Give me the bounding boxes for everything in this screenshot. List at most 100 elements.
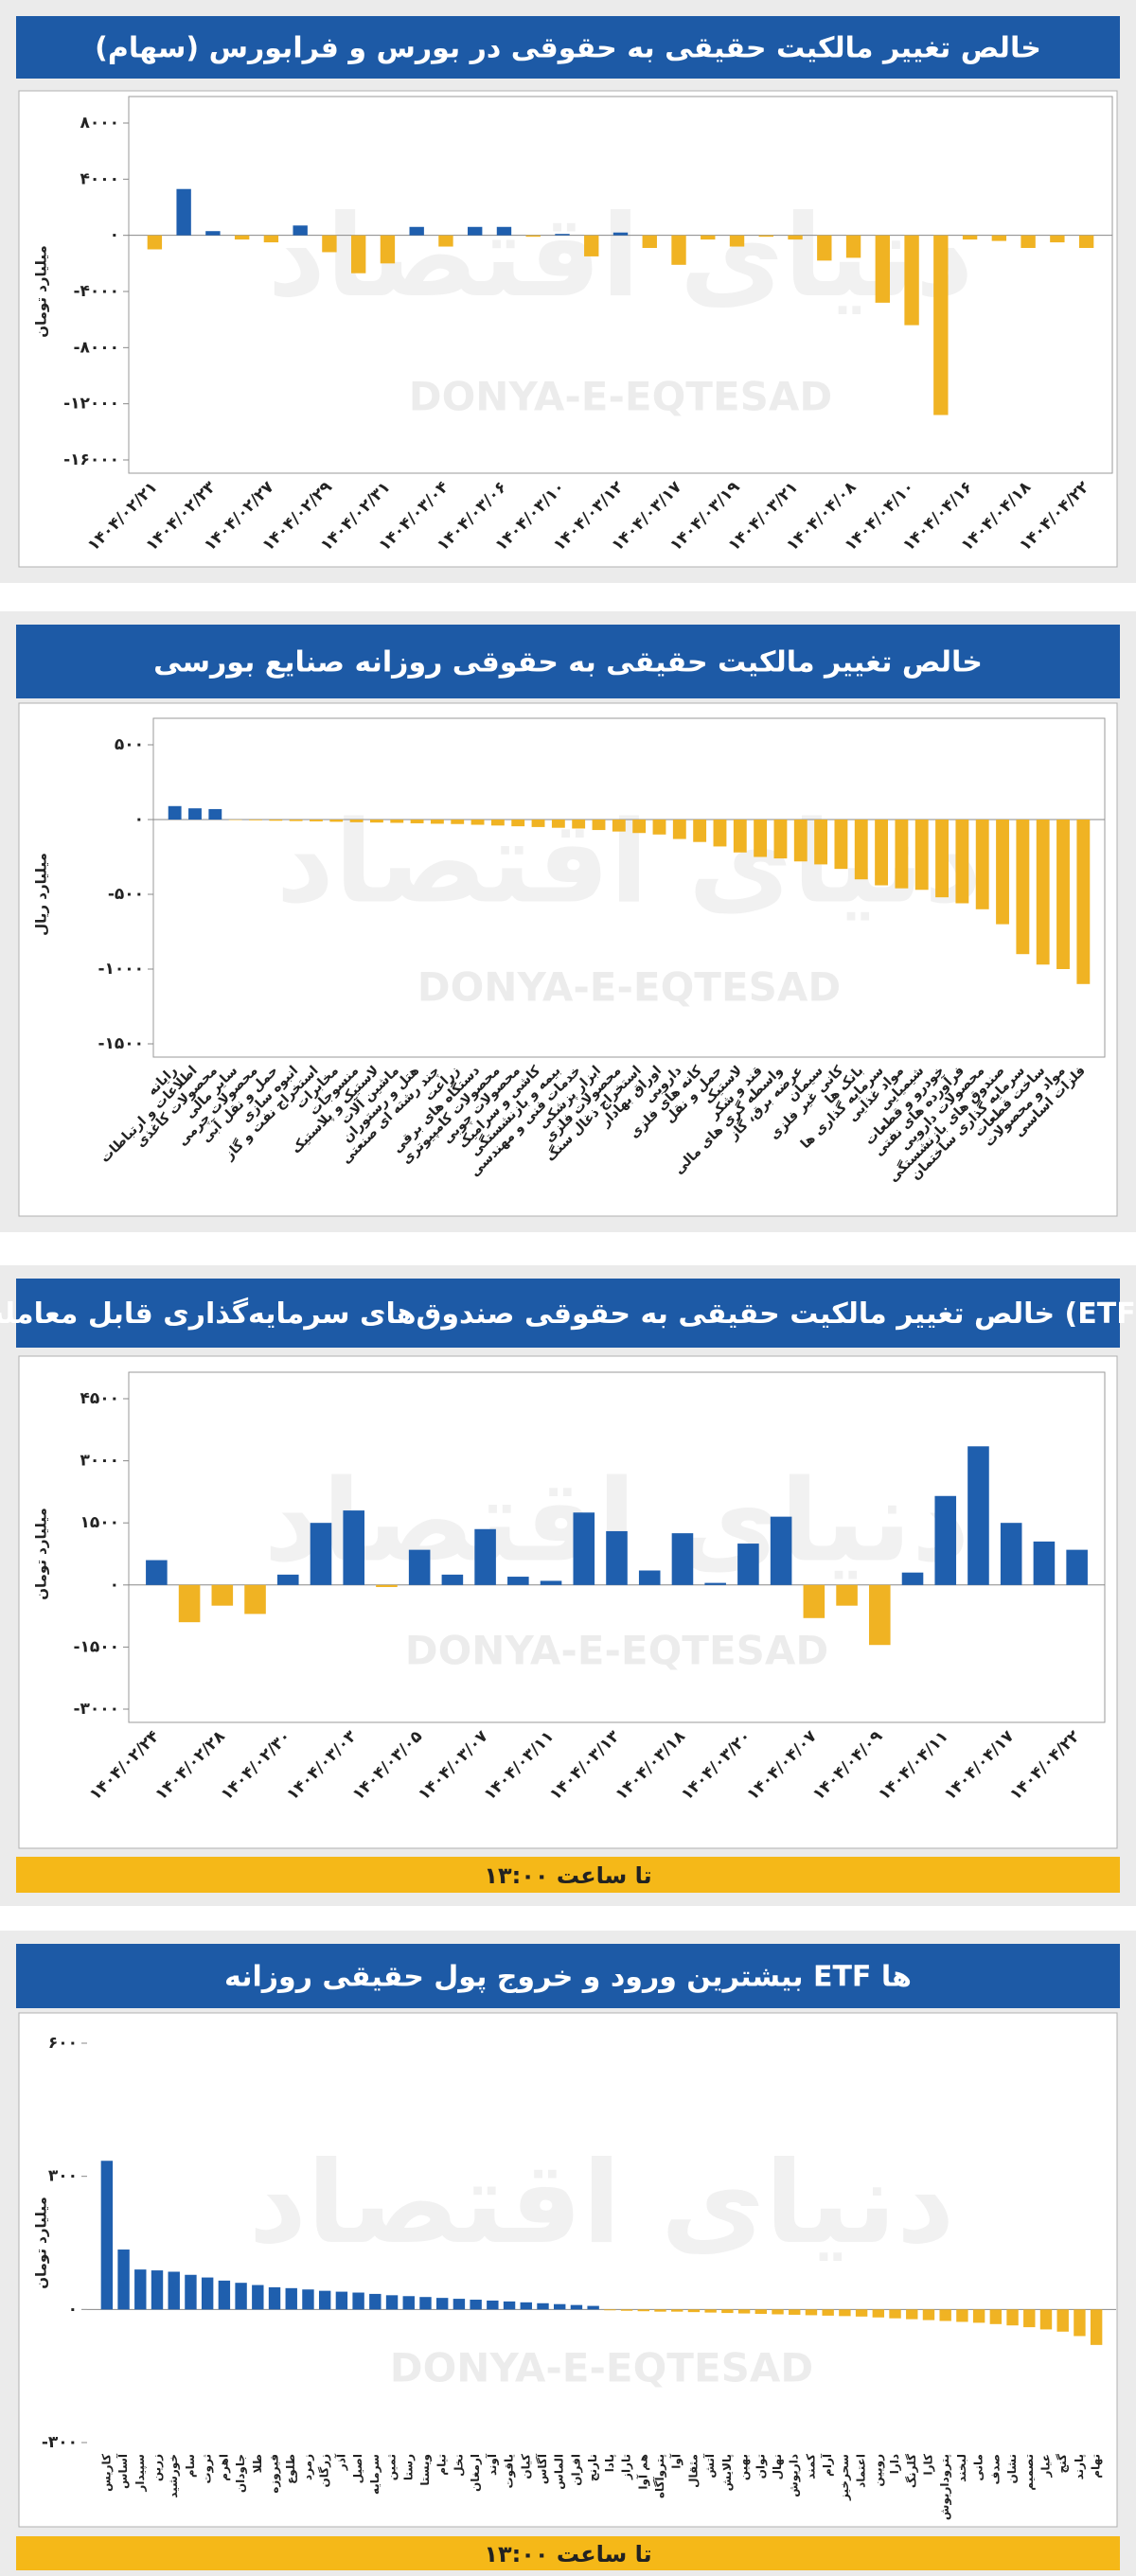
bar	[352, 2292, 364, 2310]
bar	[1050, 235, 1065, 243]
bar	[350, 235, 366, 273]
x-tick-label: داریوش	[788, 2454, 802, 2497]
bar	[956, 2309, 968, 2322]
x-tick-label: الماس	[553, 2454, 566, 2490]
chart-title: بیشترین ورود و خروج پول حقیقی روزانه ETF…	[224, 1961, 912, 1994]
bar	[474, 1528, 496, 1585]
bar	[934, 1495, 957, 1585]
bar	[814, 820, 828, 865]
watermark-fa: دنیای اقتصاد	[267, 191, 973, 323]
bar	[606, 1530, 628, 1585]
bar	[468, 226, 483, 236]
bar	[1078, 235, 1094, 249]
x-tick-label: زمرد	[301, 2454, 314, 2480]
bar	[933, 235, 949, 415]
x-tick-label: رستا	[401, 2454, 415, 2480]
bar	[955, 820, 969, 904]
x-tick-label: آوا	[669, 2453, 684, 2469]
bar	[620, 2309, 633, 2311]
bar	[572, 820, 586, 829]
bar	[211, 1584, 234, 1606]
bar	[285, 2287, 297, 2310]
bar	[441, 1574, 464, 1585]
bar	[901, 1572, 924, 1585]
x-tick-label: اصیل	[351, 2454, 364, 2483]
bar	[975, 820, 989, 909]
bar	[789, 2309, 801, 2315]
y-tick-label: -۵۰۰	[108, 885, 144, 904]
x-tick-label: ویستا	[418, 2454, 433, 2486]
bar	[805, 2309, 818, 2316]
bar	[652, 820, 666, 835]
watermark-fa: دنیای اقتصاد	[248, 2138, 954, 2269]
bar	[205, 231, 221, 236]
bar	[1000, 1523, 1022, 1585]
y-tick-label: ۱۵۰۰	[80, 1513, 119, 1532]
x-tick-label: بهین	[737, 2454, 751, 2480]
x-tick-label: نشان	[1005, 2454, 1019, 2483]
bar	[721, 2309, 734, 2314]
bar	[554, 2303, 566, 2310]
y-tick-label: -۱۶۰۰۰	[63, 450, 119, 469]
bar	[244, 1584, 266, 1614]
note-bar	[16, 1857, 1120, 1893]
bar	[293, 225, 308, 236]
x-tick-label: آساس	[115, 2453, 130, 2489]
bar	[604, 2309, 616, 2311]
bar	[1021, 235, 1036, 249]
bar	[637, 2309, 649, 2312]
bar	[390, 820, 404, 823]
bar	[834, 820, 848, 870]
bar	[773, 820, 788, 859]
bar	[854, 820, 868, 880]
y-tick-label: ۴۰۰۰	[80, 169, 119, 188]
x-tick-label: اعتماد	[855, 2454, 868, 2488]
y-tick-label: -۳۰۰	[42, 2433, 78, 2452]
bar	[587, 2305, 599, 2310]
x-tick-label: ثروت	[201, 2454, 215, 2484]
bar	[914, 820, 929, 891]
y-tick-label: -۱۲۰۰۰	[63, 395, 119, 414]
bar	[343, 1510, 364, 1585]
bar	[869, 1584, 891, 1646]
x-tick-label: مانی	[972, 2454, 985, 2481]
bar	[507, 1577, 529, 1585]
x-tick-label: ثمین	[385, 2454, 399, 2480]
x-tick-label: اهرم	[217, 2454, 231, 2481]
y-tick-label: ۰	[68, 2300, 78, 2319]
bar	[758, 235, 773, 238]
bar	[289, 820, 303, 821]
chart-title: خالص تغییر مالکیت حقیقی به حقوقی صندوق‌ه…	[0, 1297, 1136, 1331]
bar	[151, 2270, 164, 2310]
bar	[701, 235, 716, 240]
bar	[435, 2298, 449, 2310]
bar	[409, 226, 424, 236]
chart-box	[18, 2012, 1118, 2528]
bar	[520, 2302, 532, 2310]
bar	[1056, 820, 1070, 969]
bar	[525, 235, 541, 238]
bar	[889, 2309, 901, 2319]
bar	[380, 235, 396, 264]
chart-title: خالص تغییر مالکیت حقیقی به حقوقی در بورس…	[95, 32, 1041, 65]
bar	[991, 235, 1007, 241]
x-tick-label: صدف	[988, 2454, 1002, 2484]
x-tick-label: پارند	[1073, 2454, 1086, 2479]
bar	[793, 820, 808, 862]
bar	[147, 235, 163, 250]
y-tick-label: ۸۰۰۰	[80, 114, 119, 132]
x-tick-label: آگاس	[535, 2453, 549, 2484]
x-tick-label: عیار	[1038, 2454, 1052, 2479]
bar	[335, 2291, 348, 2310]
bar	[704, 2309, 717, 2313]
x-tick-label: سرمایه	[368, 2454, 382, 2495]
bar	[376, 1584, 398, 1587]
bar	[310, 1523, 332, 1585]
x-tick-label: پالایش	[720, 2454, 734, 2491]
bar	[1006, 2309, 1019, 2326]
bar	[430, 820, 444, 824]
bar	[555, 234, 570, 236]
bar	[329, 820, 344, 822]
bar	[503, 2301, 516, 2310]
title-bar	[16, 1944, 1120, 2008]
